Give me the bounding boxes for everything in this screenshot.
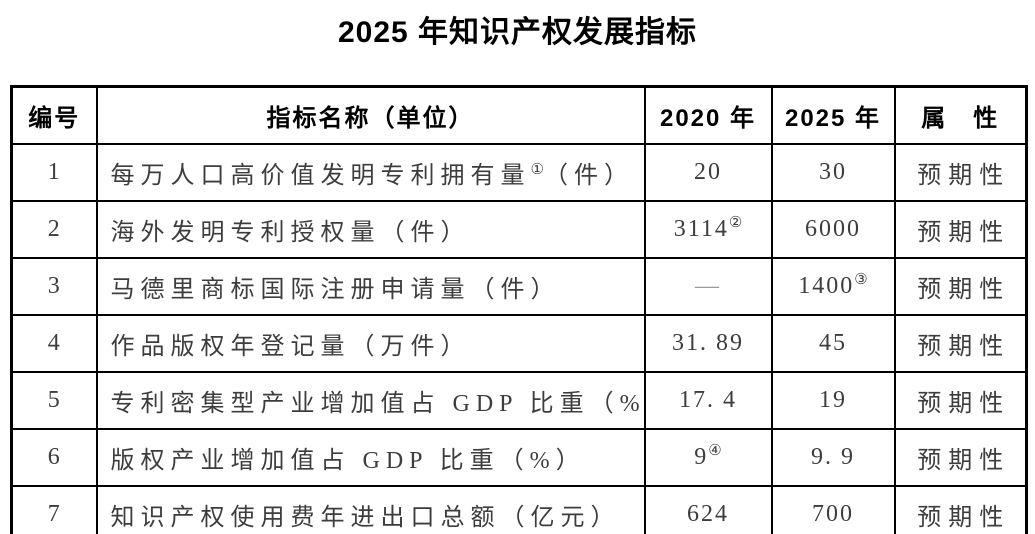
cell-indicator-name: 每万人口高价值发明专利拥有量①（件）: [95, 143, 646, 202]
table-row: 1 每万人口高价值发明专利拥有量①（件） 20 30 预期性: [10, 143, 1028, 202]
cell-2025-value: 19: [770, 371, 896, 430]
indicator-name-text: 版权产业增加值占 GDP 比重（%）: [110, 448, 586, 474]
cell-attribute: 预期性: [893, 485, 1028, 534]
value-2020-dash: —: [695, 273, 721, 299]
table-header-row: 编号 指标名称（单位） 2020 年 2025 年 属 性: [10, 85, 1028, 145]
value-2025: 700: [812, 501, 854, 527]
indicator-name-text: 海外发明专利授权量（件）: [110, 220, 471, 246]
value-2025: 1400: [798, 273, 855, 299]
footnote-mark-2: ②: [728, 215, 743, 231]
cell-indicator-name: 知识产权使用费年进出口总额（亿元）: [95, 485, 646, 534]
cell-2020-value: 20: [643, 143, 773, 202]
value-2020: 31. 89: [672, 330, 744, 356]
table-row: 2 海外发明专利授权量（件） 3114② 6000 预期性: [10, 200, 1028, 259]
indicator-name-unit: （件）: [543, 163, 634, 189]
cell-attribute: 预期性: [893, 314, 1028, 373]
cell-2025-value: 6000: [770, 200, 896, 259]
indicators-table: 编号 指标名称（单位） 2020 年 2025 年 属 性 1 每万人口高价值发…: [10, 85, 1028, 534]
table-row: 6 版权产业增加值占 GDP 比重（%） 9④ 9. 9 预期性: [10, 428, 1028, 487]
value-2020: 17. 4: [679, 387, 737, 413]
value-2025: 30: [819, 159, 847, 185]
indicator-name-text: 马德里商标国际注册申请量（件）: [110, 277, 561, 303]
cell-attribute: 预期性: [893, 371, 1028, 430]
cell-2025-value: 9. 9: [770, 428, 896, 487]
cell-attribute: 预期性: [893, 143, 1028, 202]
table-row: 7 知识产权使用费年进出口总额（亿元） 624 700 预期性: [10, 485, 1028, 534]
value-2025: 9. 9: [811, 444, 855, 470]
cell-2020-value: —: [643, 257, 773, 316]
cell-2020-value: 17. 4: [643, 371, 773, 430]
value-2025: 6000: [805, 216, 861, 242]
indicator-name-text: 每万人口高价值发明专利拥有量: [110, 163, 531, 189]
value-2020: 624: [687, 501, 729, 527]
table-row: 4 作品版权年登记量（万件） 31. 89 45 预期性: [10, 314, 1028, 373]
cell-indicator-name: 海外发明专利授权量（件）: [95, 200, 646, 259]
cell-indicator-name: 专利密集型产业增加值占 GDP 比重（%）: [95, 371, 646, 430]
cell-attribute: 预期性: [893, 428, 1028, 487]
value-2025: 19: [819, 387, 847, 413]
cell-2025-value: 1400③: [770, 257, 896, 316]
cell-2025-value: 45: [770, 314, 896, 373]
header-cell-attribute: 属 性: [893, 85, 1028, 145]
header-cell-id: 编号: [10, 85, 98, 145]
cell-row-id: 5: [10, 371, 98, 430]
value-2020: 20: [694, 159, 722, 185]
header-cell-2025: 2025 年: [770, 85, 896, 145]
cell-row-id: 6: [10, 428, 98, 487]
cell-row-id: 2: [10, 200, 98, 259]
cell-2025-value: 30: [770, 143, 896, 202]
cell-2020-value: 31. 89: [643, 314, 773, 373]
table-row: 3 马德里商标国际注册申请量（件） — 1400③ 预期性: [10, 257, 1028, 316]
value-2020: 3114: [673, 216, 729, 242]
value-2020: 9: [694, 444, 709, 470]
cell-indicator-name: 版权产业增加值占 GDP 比重（%）: [95, 428, 646, 487]
cell-row-id: 3: [10, 257, 98, 316]
cell-attribute: 预期性: [893, 200, 1028, 259]
indicator-name-text: 知识产权使用费年进出口总额（亿元）: [110, 505, 621, 531]
indicator-name-text: 专利密集型产业增加值占 GDP 比重（%）: [110, 391, 645, 417]
page-title: 2025 年知识产权发展指标: [337, 16, 698, 49]
cell-indicator-name: 作品版权年登记量（万件）: [95, 314, 646, 373]
header-cell-2020: 2020 年: [643, 85, 773, 145]
cell-2025-value: 700: [770, 485, 896, 534]
footnote-mark-4: ④: [708, 443, 722, 459]
table-row: 5 专利密集型产业增加值占 GDP 比重（%） 17. 4 19 预期性: [10, 371, 1028, 430]
value-2025: 45: [819, 330, 847, 356]
cell-row-id: 4: [10, 314, 98, 373]
footnote-mark-1: ①: [530, 162, 544, 178]
cell-2020-value: 9④: [643, 428, 773, 487]
cell-row-id: 1: [10, 143, 98, 202]
cell-2020-value: 3114②: [643, 200, 773, 259]
indicator-name-text: 作品版权年登记量（万件）: [110, 334, 471, 360]
header-cell-indicator-name: 指标名称（单位）: [95, 85, 646, 145]
footnote-mark-3: ③: [854, 272, 868, 288]
cell-row-id: 7: [10, 485, 98, 534]
cell-attribute: 预期性: [893, 257, 1028, 316]
cell-indicator-name: 马德里商标国际注册申请量（件）: [95, 257, 646, 316]
cell-2020-value: 624: [643, 485, 773, 534]
